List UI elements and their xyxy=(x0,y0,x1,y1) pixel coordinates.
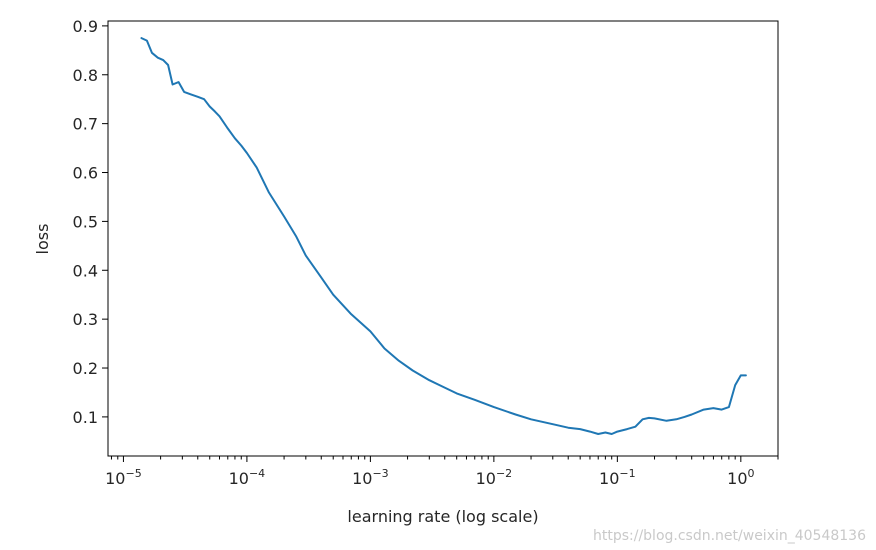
y-tick-label: 0.3 xyxy=(73,310,98,329)
series-line-0 xyxy=(140,37,747,435)
series-layer xyxy=(140,37,747,435)
x-tick-label: 10−5 xyxy=(105,467,142,488)
y-tick-label: 0.9 xyxy=(73,17,98,36)
y-tick-label: 0.2 xyxy=(73,359,98,378)
x-axis-ticks: 10−5 10−4 10−3 10−2 10−1 100 xyxy=(105,456,779,488)
y-tick-label: 0.4 xyxy=(73,261,98,280)
y-tick-label: 0.8 xyxy=(73,66,98,85)
plot-area xyxy=(108,21,778,456)
y-tick-label: 0.5 xyxy=(73,212,98,231)
plot-frame xyxy=(107,20,779,457)
y-axis-label: loss xyxy=(33,224,52,255)
x-tick-label: 10−4 xyxy=(229,467,266,488)
y-tick-label: 0.7 xyxy=(73,115,98,134)
y-axis-ticks: 0.1 0.2 0.3 0.4 0.5 0.6 0.7 0.8 0.9 xyxy=(73,17,108,427)
x-tick-label: 100 xyxy=(727,467,754,488)
x-axis-label: learning rate (log scale) xyxy=(347,507,538,526)
x-tick-label: 10−2 xyxy=(476,467,513,488)
watermark: https://blog.csdn.net/weixin_40548136 xyxy=(592,528,866,544)
y-tick-label: 0.6 xyxy=(73,164,98,183)
y-tick-label: 0.1 xyxy=(73,408,98,427)
x-tick-label: 10−3 xyxy=(352,467,389,488)
x-tick-label: 10−1 xyxy=(599,467,636,488)
